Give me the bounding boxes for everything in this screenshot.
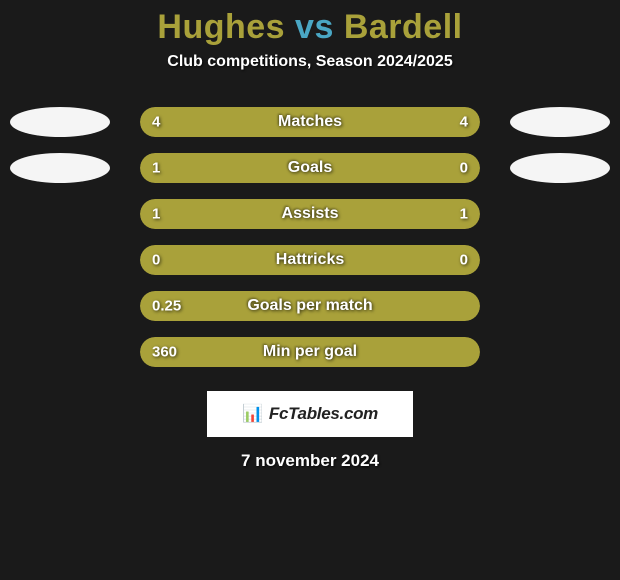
player2-name: Bardell	[344, 8, 463, 46]
stat-bar: Assists 1 1	[140, 199, 480, 229]
branding-badge: 📊 FcTables.com	[207, 391, 413, 437]
player2-badge	[510, 153, 610, 183]
vs-word: vs	[295, 8, 334, 46]
stat-bar: Goals 1 0	[140, 153, 480, 183]
subtitle: Club competitions, Season 2024/2025	[167, 53, 452, 71]
stat-label: Assists	[282, 205, 339, 223]
player1-badge	[10, 107, 110, 137]
stat-label: Goals	[288, 159, 332, 177]
player1-name: Hughes	[157, 8, 285, 46]
branding-text: FcTables.com	[269, 404, 378, 424]
stat-row: Hattricks 0 0	[0, 237, 620, 283]
stat-value-left: 0.25	[152, 298, 181, 315]
stat-row: Min per goal 360	[0, 329, 620, 375]
stat-label: Min per goal	[263, 343, 357, 361]
stat-row: Matches 4 4	[0, 99, 620, 145]
date-label: 7 november 2024	[241, 451, 379, 471]
stat-bar: Goals per match 0.25	[140, 291, 480, 321]
stat-value-left: 1	[152, 160, 160, 177]
stat-value-right: 0	[460, 252, 468, 269]
chart-icon: 📊	[242, 404, 263, 424]
player2-badge	[510, 107, 610, 137]
stat-row: Assists 1 1	[0, 191, 620, 237]
stat-value-right: 1	[460, 206, 468, 223]
stat-label: Matches	[278, 113, 342, 131]
stat-value-right: 4	[460, 114, 468, 131]
stat-row: Goals per match 0.25	[0, 283, 620, 329]
bar-left-segment	[140, 153, 405, 183]
stats-chart: Matches44Goals10Assists11Hattricks00Goal…	[0, 99, 620, 375]
page-title: Hughes vs Bardell	[157, 8, 462, 47]
stat-row: Goals 1 0	[0, 145, 620, 191]
player1-badge	[10, 153, 110, 183]
stat-value-left: 0	[152, 252, 160, 269]
stat-bar: Min per goal 360	[140, 337, 480, 367]
stat-value-left: 4	[152, 114, 160, 131]
stat-label: Goals per match	[247, 297, 372, 315]
comparison-card: Hughes vs Bardell Club competitions, Sea…	[0, 0, 620, 580]
stat-label: Hattricks	[276, 251, 344, 269]
bar-right-segment	[405, 153, 480, 183]
stat-value-left: 360	[152, 344, 177, 361]
stat-bar: Hattricks 0 0	[140, 245, 480, 275]
stat-value-right: 0	[460, 160, 468, 177]
stat-bar: Matches 4 4	[140, 107, 480, 137]
stat-value-left: 1	[152, 206, 160, 223]
